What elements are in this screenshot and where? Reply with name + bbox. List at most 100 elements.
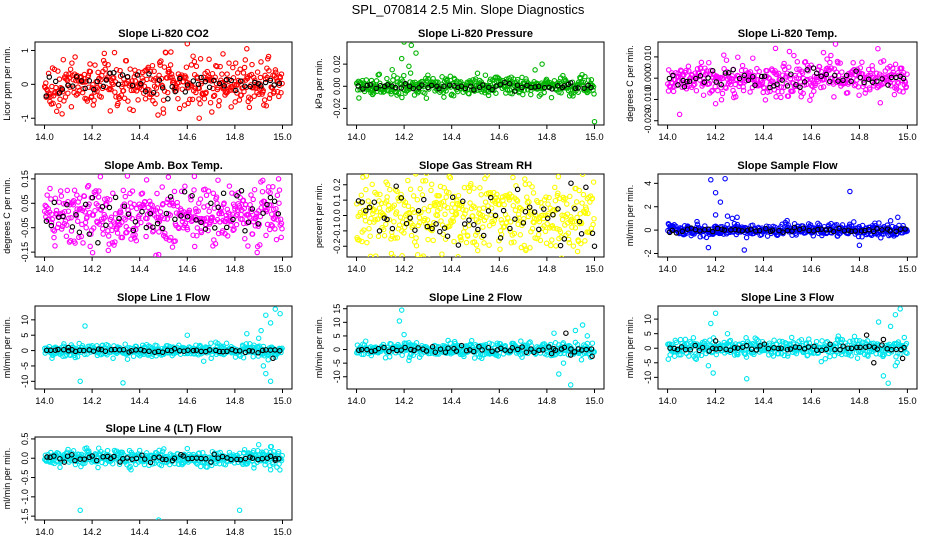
mean-point [671, 345, 678, 352]
raw-point [230, 64, 236, 71]
raw-point [264, 221, 271, 228]
raw-point [545, 201, 551, 207]
mean-point [827, 78, 833, 85]
raw-point [571, 259, 575, 263]
raw-point [128, 87, 135, 94]
y-tick-label: -1.5 [20, 508, 30, 524]
raw-point [686, 68, 692, 74]
raw-point [854, 355, 861, 361]
raw-point [788, 334, 795, 341]
raw-outlier-point [892, 311, 899, 318]
mean-point [150, 89, 157, 96]
raw-point [562, 195, 568, 202]
plot-frame [34, 173, 293, 258]
raw-point [73, 92, 80, 98]
raw-point [222, 218, 229, 225]
raw-point [204, 464, 210, 470]
raw-point [390, 77, 396, 83]
raw-point [386, 216, 393, 223]
raw-outlier-point [847, 188, 853, 195]
raw-outlier-point [705, 362, 712, 369]
mean-point [159, 349, 166, 355]
raw-point [446, 189, 452, 196]
mean-point [879, 227, 885, 233]
raw-point [424, 217, 431, 223]
raw-point [698, 59, 705, 66]
mean-point [103, 222, 109, 229]
raw-point [497, 246, 503, 252]
mean-point [866, 343, 872, 349]
raw-point [781, 60, 787, 67]
mean-point [103, 77, 110, 83]
raw-point [274, 192, 281, 199]
raw-point [419, 255, 425, 257]
raw-point [102, 60, 108, 67]
x-tick-label: 15.0 [585, 264, 604, 275]
raw-point [63, 233, 70, 240]
raw-point [93, 188, 99, 194]
raw-point [554, 226, 560, 232]
raw-point [47, 185, 53, 192]
points-layer [354, 307, 597, 388]
mean-point [840, 343, 846, 349]
mean-point [108, 347, 115, 353]
raw-point [149, 62, 156, 69]
raw-point [747, 89, 753, 95]
mean-point [862, 344, 869, 350]
mean-point [675, 82, 681, 88]
raw-point [231, 87, 237, 93]
raw-point [58, 226, 65, 232]
raw-point [118, 209, 124, 216]
raw-point [466, 188, 473, 194]
raw-point [579, 174, 586, 177]
raw-point [784, 353, 791, 359]
raw-point [49, 216, 56, 223]
mean-outlier-point [563, 330, 569, 336]
raw-point [790, 88, 796, 94]
raw-point [727, 337, 734, 344]
mean-point [389, 225, 396, 232]
raw-point [171, 188, 178, 195]
mean-point [466, 217, 472, 223]
raw-point [67, 66, 74, 73]
mean-point [146, 348, 152, 355]
raw-point [232, 60, 239, 66]
mean-point [678, 344, 685, 350]
raw-point [223, 340, 230, 347]
raw-point [378, 200, 385, 207]
raw-point [246, 214, 253, 220]
raw-point [856, 338, 863, 344]
raw-point [501, 202, 507, 208]
raw-point [543, 194, 549, 200]
mean-point [684, 78, 690, 85]
raw-point [903, 340, 910, 347]
raw-point [188, 62, 195, 68]
raw-outlier-point [160, 110, 167, 116]
raw-point [358, 192, 365, 199]
raw-point [236, 203, 243, 209]
mean-point [519, 84, 525, 91]
mean-point [852, 228, 858, 234]
mean-point [398, 347, 405, 353]
raw-point [439, 251, 445, 257]
raw-point [384, 75, 390, 82]
raw-point [189, 217, 196, 223]
raw-point [102, 214, 108, 220]
raw-point [719, 90, 726, 97]
raw-point [415, 222, 422, 229]
mean-point [572, 205, 578, 212]
raw-point [79, 89, 86, 96]
x-tick-label: 14.0 [35, 132, 54, 143]
plot-frame [34, 305, 293, 390]
raw-outlier-point [277, 310, 283, 317]
raw-outlier-point [184, 42, 191, 47]
mean-point [224, 348, 230, 355]
raw-point [574, 248, 581, 255]
mean-point [415, 208, 422, 214]
raw-point [271, 88, 277, 95]
raw-point [794, 59, 801, 65]
mean-point [258, 83, 264, 89]
raw-point [873, 70, 880, 77]
y-tick-label: -0.2 [332, 238, 342, 254]
